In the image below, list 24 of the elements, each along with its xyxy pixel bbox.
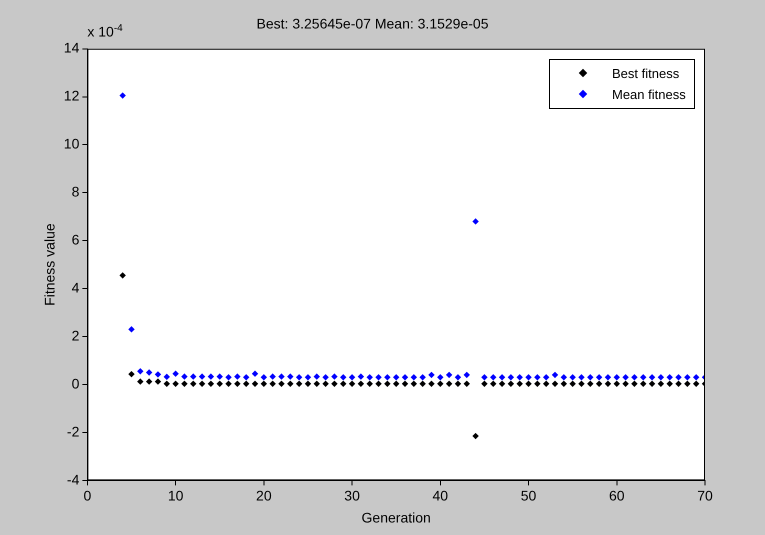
- y-tick-label: 14: [64, 40, 80, 56]
- x-tick-label: 50: [520, 488, 537, 504]
- y-tick-label: 12: [64, 88, 80, 104]
- y-tick-label: 10: [64, 136, 80, 152]
- y-tick-label: 4: [72, 279, 80, 296]
- x-tick-label: 20: [256, 488, 272, 504]
- x-tick-label: 0: [83, 488, 92, 504]
- x-tick-label: 10: [168, 488, 184, 504]
- x-tick-label: 40: [432, 488, 448, 504]
- x-tick-label: 60: [608, 488, 625, 504]
- x-tick-label: 70: [697, 488, 713, 504]
- y-tick-label: 8: [72, 184, 80, 200]
- y-tick-label: 2: [72, 327, 80, 344]
- y-axis-title: Fitness value: [41, 223, 58, 306]
- chart-title: Best: 3.25645e-07 Mean: 3.1529e-05: [256, 15, 489, 32]
- legend-label: Mean fitness: [612, 86, 686, 102]
- y-tick-label: 6: [72, 231, 80, 248]
- legend-label: Best fitness: [612, 66, 680, 81]
- x-tick-label: 30: [344, 488, 360, 504]
- y-tick-label: -4: [66, 471, 80, 488]
- x-axis-title: Generation: [362, 509, 431, 526]
- y-tick-label: 0: [72, 375, 80, 392]
- y-tick-label: -2: [66, 423, 80, 440]
- text: x 10$^{-4}$: [87, 22, 123, 40]
